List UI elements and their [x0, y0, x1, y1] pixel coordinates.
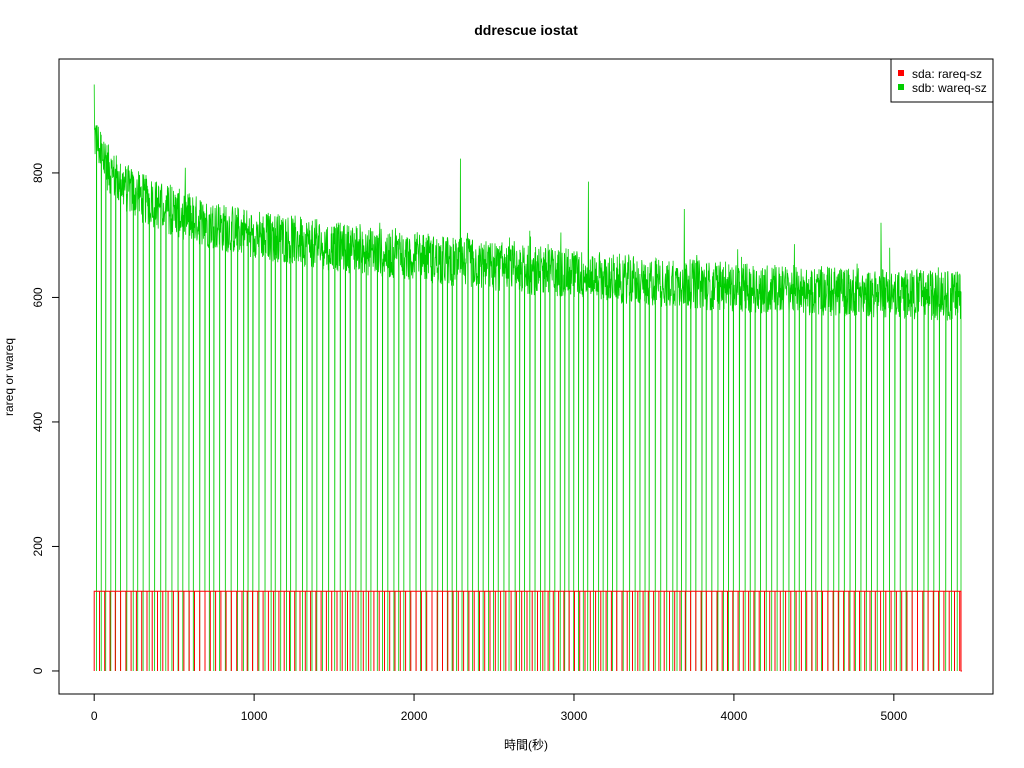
- y-tick-label: 600: [31, 287, 45, 307]
- x-tick-label: 5000: [880, 709, 907, 723]
- x-axis-label: 時間(秒): [504, 738, 548, 752]
- plot-frame: [58, 58, 994, 695]
- y-tick-label: 400: [31, 412, 45, 432]
- x-tick-label: 2000: [401, 709, 428, 723]
- series-line-sdb-wareq-sz: [93, 84, 962, 672]
- legend-label-sdb: sdb: wareq-sz: [912, 81, 987, 95]
- x-tick-label: 4000: [721, 709, 748, 723]
- x-tick-label: 3000: [561, 709, 588, 723]
- legend-swatch-sdb: [898, 84, 904, 90]
- x-tick-label: 1000: [241, 709, 268, 723]
- y-tick-label: 800: [31, 163, 45, 183]
- legend-swatch-sda: [898, 70, 904, 76]
- y-tick-label: 200: [31, 536, 45, 556]
- series-layer: [93, 84, 962, 672]
- x-axis: 0 1000 2000 3000 4000 5000: [91, 693, 908, 723]
- legend-label-sda: sda: rareq-sz: [912, 67, 982, 81]
- y-axis-label: rareq or wareq: [2, 338, 16, 416]
- x-tick-label: 0: [91, 709, 98, 723]
- series-line-sda-rareq-sz: [93, 590, 962, 672]
- legend-box: [890, 58, 994, 103]
- chart-title: ddrescue iostat: [474, 22, 578, 38]
- y-tick-label: 0: [31, 667, 45, 674]
- legend: sda: rareq-sz sdb: wareq-sz: [890, 58, 994, 103]
- y-axis: 0 200 400 600 800: [31, 163, 60, 674]
